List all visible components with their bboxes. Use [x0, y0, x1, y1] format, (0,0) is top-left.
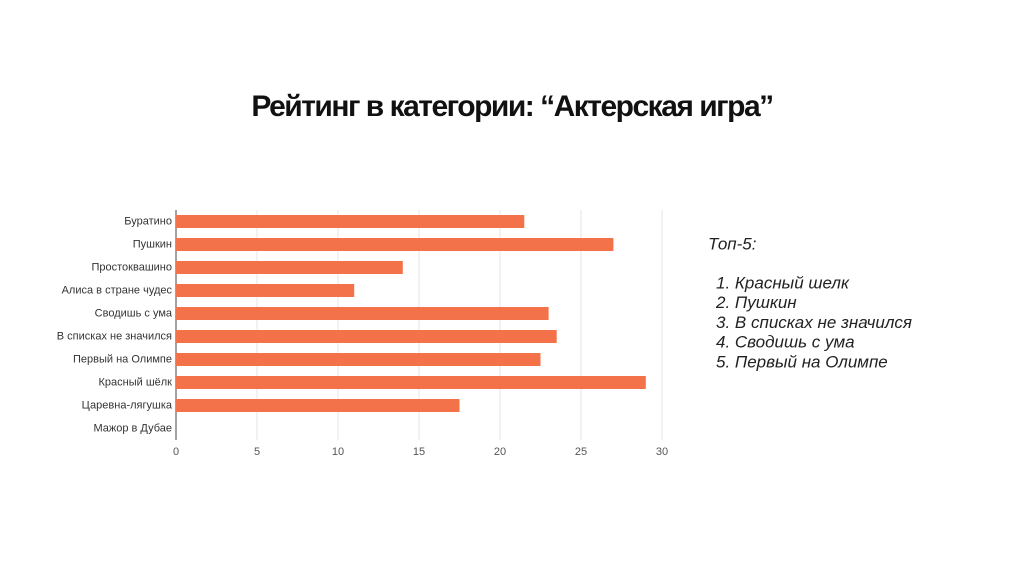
bar — [176, 376, 646, 389]
y-tick-label: В списках не значился — [57, 330, 172, 342]
x-tick-label: 20 — [494, 446, 506, 458]
chart-title: Рейтинг в категории: “Актерская игра” — [251, 90, 772, 123]
bar — [176, 238, 614, 251]
top-item: 1. Красный шелк — [716, 273, 850, 292]
x-tick-label: 0 — [173, 446, 179, 458]
y-tick-label: Сводишь с ума — [95, 307, 173, 319]
y-tick-label: Пушкин — [133, 238, 172, 250]
y-tick-label: Первый на Олимпе — [73, 353, 172, 365]
y-tick-label: Алиса в стране чудес — [62, 284, 173, 296]
top-item: 3. В списках не значился — [716, 313, 912, 332]
bar — [176, 330, 557, 343]
x-tick-label: 15 — [413, 446, 425, 458]
top-heading: Топ-5: — [708, 234, 757, 253]
y-tick-label: Мажор в Дубае — [93, 422, 172, 434]
top-item: 4. Сводишь с ума — [716, 333, 855, 352]
bar — [176, 284, 355, 297]
x-tick-label: 10 — [332, 446, 344, 458]
x-tick-label: 25 — [575, 446, 587, 458]
y-tick-label: Простоквашино — [92, 261, 173, 273]
bar — [176, 215, 525, 228]
x-tick-label: 30 — [656, 446, 668, 458]
bar — [176, 307, 549, 320]
y-tick-label: Красный шёлк — [99, 376, 173, 388]
y-tick-label: Буратино — [124, 215, 172, 227]
bar — [176, 261, 403, 274]
x-tick-label: 5 — [254, 446, 260, 458]
bar — [176, 353, 541, 366]
bar — [176, 399, 460, 412]
y-tick-label: Царевна-лягушка — [82, 399, 173, 411]
top-item: 2. Пушкин — [715, 293, 797, 312]
top-item: 5. Первый на Олимпе — [716, 352, 888, 371]
